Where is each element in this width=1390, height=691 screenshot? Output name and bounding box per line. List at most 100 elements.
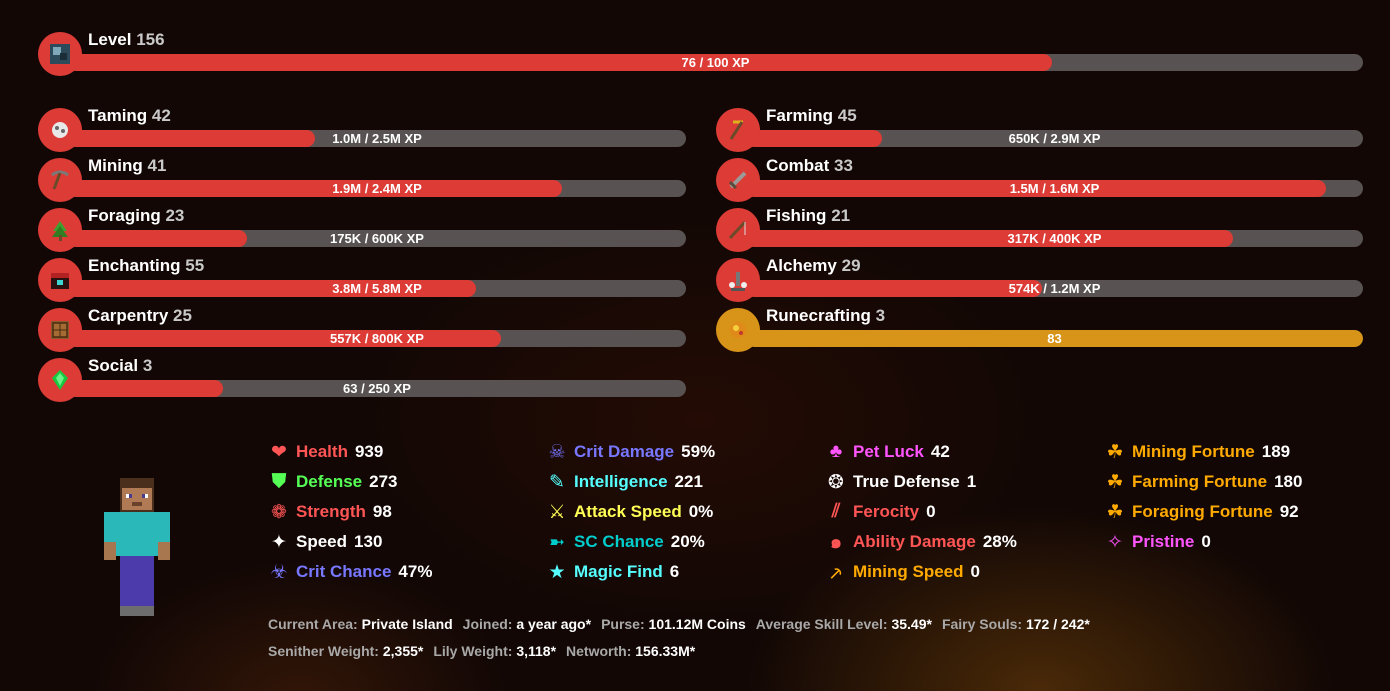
stat-label: Intelligence	[574, 472, 668, 491]
stat-pet-luck: ♣ Pet Luck 42	[825, 437, 1017, 467]
stat-mining-fortune: ☘ Mining Fortune 189	[1104, 437, 1302, 467]
enchanting-table-icon	[38, 258, 82, 302]
info-key: Lily Weight:	[433, 643, 513, 659]
skill-progress-bar: 3.8M / 5.8M XP	[68, 280, 686, 297]
clover-icon: ☘	[1106, 501, 1124, 523]
stat-speed: ✦ Speed 130	[268, 527, 432, 557]
skill-name: Alchemy	[766, 256, 837, 275]
skill-level: 23	[165, 206, 185, 225]
stat-value: 1	[966, 472, 977, 491]
stat-foraging-fortune: ☘ Foraging Fortune 92	[1104, 497, 1302, 527]
info-key: Purse:	[601, 616, 645, 632]
stat-value: 189	[1261, 442, 1291, 461]
stat-magic-find: ★ Magic Find 6	[546, 557, 715, 587]
skill-progress-bar: 83	[746, 330, 1363, 347]
stat-value: 221	[674, 472, 703, 491]
stat-label: Crit Chance	[296, 562, 392, 581]
skill-progress-bar: 1.0M / 2.5M XP	[68, 130, 686, 147]
stat-value: 273	[369, 472, 398, 491]
level-label: Level	[88, 30, 132, 49]
info-item: Average Skill Level: 35.49*	[756, 616, 932, 632]
stat-label: SC Chance	[574, 532, 664, 551]
skill-progress-fill	[746, 180, 1326, 197]
stat-label: Crit Damage	[574, 442, 675, 461]
info-key: Average Skill Level:	[755, 616, 888, 632]
info-item: Purse: 101.12M Coins	[601, 616, 746, 632]
skill-level: 29	[841, 256, 861, 275]
info-value: 101.12M Coins	[648, 616, 746, 632]
skill-name: Enchanting	[88, 256, 181, 275]
stats-column-4: ☘ Mining Fortune 189 ☘ Farming Fortune 180 ☘ Fo…	[1104, 437, 1302, 557]
skill-progress-bar: 650K / 2.9M XP	[746, 130, 1363, 147]
skill-level: 41	[147, 156, 167, 175]
fishing-rod-icon	[716, 208, 760, 252]
skill-progress-fill	[68, 330, 501, 347]
skill-xp-text: 1.5M / 1.6M XP	[1009, 181, 1100, 196]
stat-strength: ❁ Strength 98	[268, 497, 432, 527]
stat-intelligence: ✎ Intelligence 221	[546, 467, 715, 497]
stat-label: Strength	[296, 502, 366, 521]
skill-name: Farming	[766, 106, 834, 125]
stat-value: 0	[926, 502, 936, 521]
stat-defense: ⛊ Defense 273	[268, 467, 432, 497]
stat-value: 20%	[670, 532, 705, 551]
skill-enchanting: Enchanting 55 3.8M / 5.8M XP	[38, 256, 686, 302]
swords-icon: ⚔	[548, 501, 566, 523]
stat-label: Pristine	[1132, 532, 1195, 551]
feather-icon: ✎	[549, 471, 565, 493]
skill-level: 3	[875, 306, 886, 325]
level-xp-text: 76 / 100 XP	[681, 55, 750, 70]
level-bar: Level 156 76 / 100 XP	[38, 30, 1363, 76]
stat-value: 6	[669, 562, 680, 581]
stat-label: Mining Fortune	[1132, 442, 1255, 461]
info-item: Joined: a year ago*	[463, 616, 591, 632]
skill-name: Combat	[766, 156, 830, 175]
stats-column-3: ♣ Pet Luck 42 ❂ True Defense 1 ⫽ Ferocity 0 ๑ Abil…	[825, 437, 1017, 587]
skill-level: 42	[151, 106, 171, 125]
skill-xp-text: 63 / 250 XP	[343, 381, 411, 396]
stat-label: Ferocity	[853, 502, 920, 521]
stat-crit-damage: ☠ Crit Damage 59%	[546, 437, 715, 467]
skill-xp-text: 557K / 800K XP	[330, 331, 424, 346]
stat-value: 130	[354, 532, 383, 551]
stat-health: ❤ Health 939	[268, 437, 432, 467]
stat-crit-chance: ☣ Crit Chance 47%	[268, 557, 432, 587]
skill-xp-text: 83	[1047, 331, 1062, 346]
skull-icon: ☠	[548, 441, 566, 463]
fish-icon: ➼	[549, 531, 565, 553]
info-key: Fairy Souls:	[941, 616, 1023, 632]
skill-farming: Farming 45 650K / 2.9M XP	[716, 106, 1363, 152]
skill-foraging: Foraging 23 175K / 600K XP	[38, 206, 686, 252]
skill-name: Carpentry	[88, 306, 169, 325]
skill-level: 33	[834, 156, 853, 175]
shield-icon: ⛊	[271, 471, 287, 492]
skill-runecrafting: Runecrafting 3 83	[716, 306, 1363, 352]
magma-cream-icon	[716, 308, 760, 352]
skill-level: 21	[831, 206, 851, 225]
skill-progress-fill	[746, 230, 1234, 247]
stat-ability-damage: ๑ Ability Damage 28%	[825, 527, 1017, 557]
info-item: Current Area: Private Island	[268, 616, 453, 632]
sparkle-icon: ✧	[1107, 531, 1123, 553]
skill-progress-bar: 1.9M / 2.4M XP	[68, 180, 686, 197]
skill-progress-fill	[68, 180, 563, 197]
info-key: Current Area:	[268, 616, 358, 632]
skill-progress-fill	[68, 280, 476, 297]
skill-fishing: Fishing 21 317K / 400K XP	[716, 206, 1363, 252]
skill-progress-bar: 1.5M / 1.6M XP	[746, 180, 1363, 197]
stat-value: 59%	[681, 442, 716, 461]
level-value: 156	[136, 30, 165, 49]
stat-ferocity: ⫽ Ferocity 0	[825, 497, 1017, 527]
skill-name: Social	[88, 356, 139, 375]
skill-progress-fill	[746, 130, 882, 147]
skill-xp-text: 650K / 2.9M XP	[1008, 131, 1101, 146]
stat-value: 28%	[982, 532, 1017, 551]
skill-progress-bar: 557K / 800K XP	[68, 330, 686, 347]
stat-label: Attack Speed	[574, 502, 682, 521]
skill-carpentry: Carpentry 25 557K / 800K XP	[38, 306, 686, 352]
stat-value: 0	[1201, 532, 1211, 551]
stat-label: Defense	[296, 472, 363, 491]
brewing-stand-icon	[716, 258, 760, 302]
level-progress-bar: 76 / 100 XP	[68, 54, 1363, 71]
info-value: 35.49*	[891, 616, 932, 632]
